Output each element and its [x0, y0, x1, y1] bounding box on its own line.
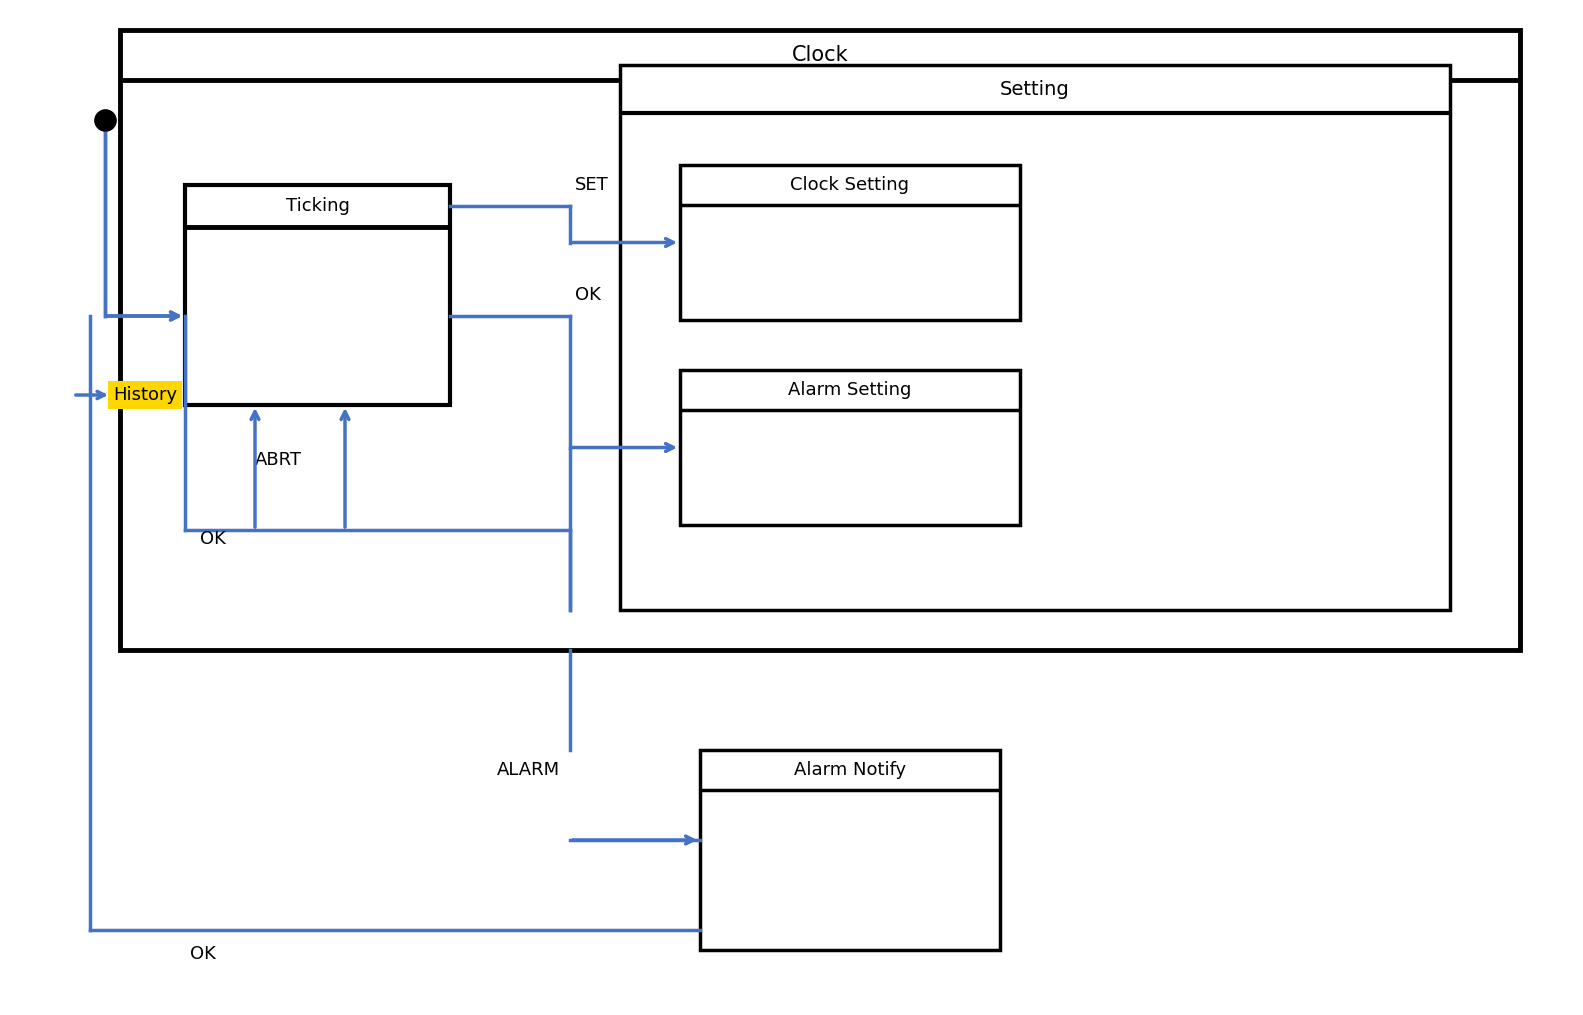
Text: SET: SET	[575, 176, 609, 194]
Bar	[700, 750, 1000, 950]
Text: Clock Setting: Clock Setting	[790, 176, 910, 194]
Text: OK: OK	[190, 945, 215, 963]
Bar	[185, 185, 450, 405]
Bar	[120, 30, 1520, 650]
Text: Alarm Setting: Alarm Setting	[788, 381, 912, 399]
Text: OK: OK	[575, 286, 602, 304]
Bar	[681, 165, 1019, 320]
Bar	[621, 65, 1450, 610]
Text: ALARM: ALARM	[497, 761, 560, 779]
Text: Ticking: Ticking	[285, 197, 350, 215]
Text: Alarm Notify: Alarm Notify	[795, 761, 905, 779]
Text: ABRT: ABRT	[255, 451, 302, 469]
Text: Clock: Clock	[792, 45, 848, 65]
Text: History: History	[112, 386, 177, 404]
Text: OK: OK	[199, 530, 226, 548]
Bar	[681, 370, 1019, 525]
Text: Setting: Setting	[1000, 79, 1070, 98]
